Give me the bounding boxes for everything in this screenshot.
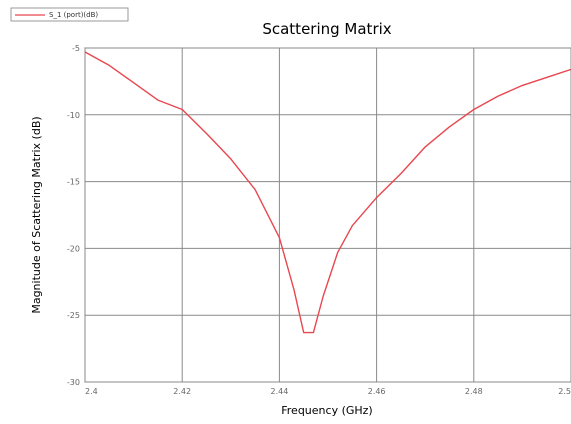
series-line: [84, 51, 571, 334]
y-tick-label: -15: [67, 178, 80, 187]
y-tick-label: -25: [67, 311, 80, 320]
y-tick-label: -20: [67, 244, 80, 253]
grid-lines: [84, 47, 571, 383]
x-tick-label: 2.42: [173, 387, 191, 396]
y-tick-label: -5: [72, 44, 80, 53]
x-tick-labels: 2.4 2.42 2.44 2.46 2.48 2.5: [85, 387, 571, 396]
y-tick-label: -30: [67, 378, 80, 387]
x-tick-label: 2.44: [270, 387, 288, 396]
x-tick-label: 2.46: [368, 387, 386, 396]
x-axis-label: Frequency (GHz): [281, 404, 372, 417]
x-tick-label: 2.4: [85, 387, 98, 396]
x-tick-label: 2.48: [465, 387, 483, 396]
legend: S_1 (port)(dB): [10, 7, 129, 22]
legend-box: [10, 7, 129, 22]
legend-entry-label: S_1 (port)(dB): [49, 11, 98, 19]
x-tick-label: 2.5: [558, 387, 571, 396]
plot-area: [84, 47, 571, 383]
y-tick-label: -10: [67, 111, 80, 120]
chart-title: Scattering Matrix: [262, 20, 391, 38]
series-lines: [84, 51, 571, 334]
y-tick-labels: -5 -10 -15 -20 -25 -30: [67, 44, 80, 387]
y-axis-label: Magnitude of Scattering Matrix (dB): [30, 116, 43, 313]
